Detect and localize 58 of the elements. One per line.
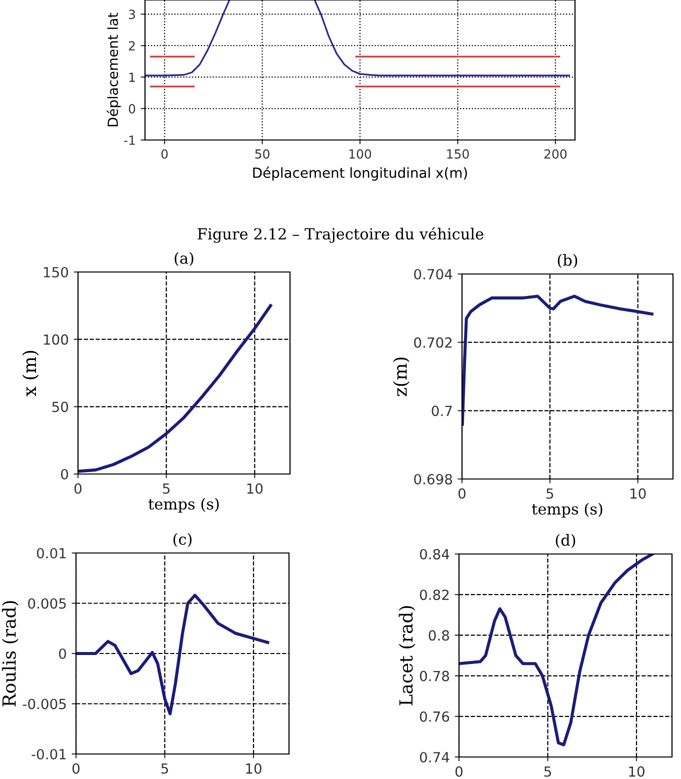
y-axis-title: Lacet (rad) xyxy=(398,606,416,706)
x-axis-title: Déplacement longitudinal x(m) xyxy=(253,166,467,181)
y-tick-label: 2 xyxy=(128,41,135,50)
y-tick-label: -1 xyxy=(124,136,135,145)
y-tick-label: 0 xyxy=(128,104,136,114)
chart-title: (a) xyxy=(174,252,194,266)
caption: Figure 2.12 – Trajectoire du véhicule xyxy=(198,227,484,243)
y-axis-title: Déplacement lat xyxy=(106,12,121,126)
y-tick-label: -0.005 xyxy=(22,698,66,710)
x-tick-label: 50 xyxy=(255,149,270,159)
x-tick-label: 5 xyxy=(546,488,554,499)
line-series xyxy=(76,594,270,716)
y-tick-label: 0.76 xyxy=(420,711,450,722)
x-tick-label: 5 xyxy=(161,763,168,774)
y-tick-label: 0.005 xyxy=(28,598,66,609)
x-tick-label: 0 xyxy=(161,149,168,159)
x-tick-label: 0 xyxy=(72,763,80,774)
y-tick-label: -0.01 xyxy=(32,748,66,760)
x-tick-label: 0 xyxy=(458,488,466,499)
x-tick-label: 5 xyxy=(544,766,551,777)
line-series xyxy=(78,304,272,473)
x-axis-title: temps (s) xyxy=(148,498,219,513)
chart-title: (d) xyxy=(556,534,576,548)
x-tick-label: 0 xyxy=(74,483,82,494)
y-tick-label: 50 xyxy=(52,402,68,412)
y-axis-title: Roulis (rad) xyxy=(2,601,18,706)
y-tick-label: 0.698 xyxy=(414,474,452,484)
line-series xyxy=(462,294,654,426)
y-axis-title: x (m) xyxy=(22,350,39,396)
y-axis-title: z(m) xyxy=(392,358,410,396)
y-tick-label: 0.82 xyxy=(420,590,449,600)
x-axis-title: temps (s) xyxy=(532,502,602,518)
x-tick-label: 100 xyxy=(349,149,372,159)
x-tick-label: 5 xyxy=(162,483,170,494)
y-tick-label: 100 xyxy=(44,334,68,345)
y-tick-label: 1 xyxy=(129,72,135,82)
y-tick-label: 0.01 xyxy=(36,548,66,558)
y-tick-label: 0.704 xyxy=(414,268,452,280)
x-tick-label: 10 xyxy=(246,763,262,774)
y-tick-label: 0.7 xyxy=(432,406,452,416)
x-tick-label: 10 xyxy=(629,766,644,777)
y-tick-label: 0.78 xyxy=(420,670,450,682)
line-series xyxy=(459,554,654,746)
x-tick-label: 10 xyxy=(630,488,646,499)
chart-title: (c) xyxy=(173,533,192,548)
x-tick-label: 200 xyxy=(544,149,567,159)
y-tick-label: 0.702 xyxy=(414,337,452,348)
x-tick-label: 0 xyxy=(455,766,462,777)
chart-title: (b) xyxy=(558,254,578,268)
y-tick-label: 0.8 xyxy=(428,630,450,641)
x-tick-label: 150 xyxy=(447,149,469,159)
y-tick-label: 0 xyxy=(61,468,68,480)
y-tick-label: 0.74 xyxy=(420,752,450,762)
y-tick-label: 3 xyxy=(128,10,135,20)
y-tick-label: 0 xyxy=(59,648,66,659)
y-tick-label: 0.84 xyxy=(420,548,450,560)
x-tick-label: 10 xyxy=(247,483,263,494)
y-tick-label: 150 xyxy=(44,266,68,278)
